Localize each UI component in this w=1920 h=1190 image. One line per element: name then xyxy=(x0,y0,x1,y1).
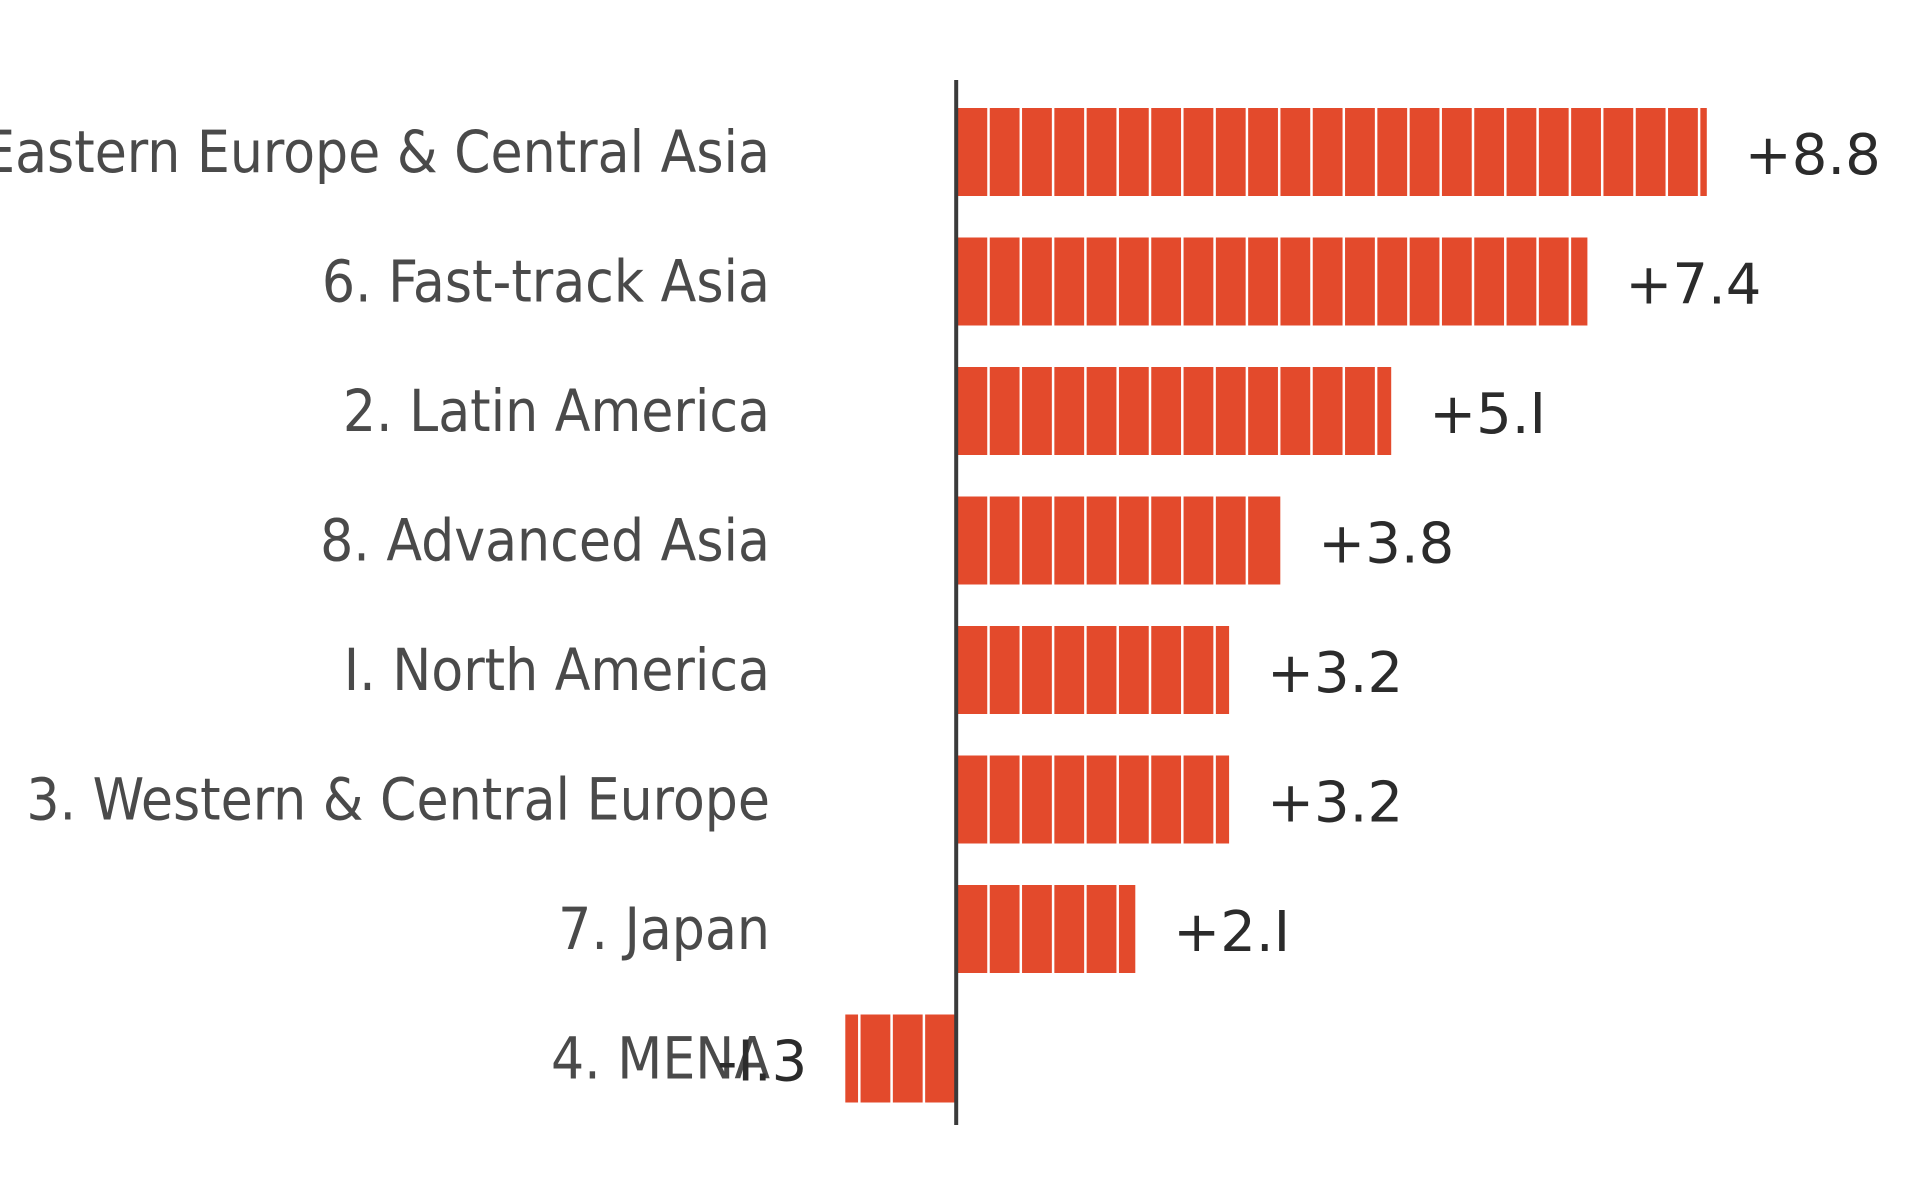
category-label: 8. Advanced Asia xyxy=(320,507,770,575)
category-label: 2. Latin America xyxy=(343,377,770,445)
category-label: 7. Japan xyxy=(558,895,770,963)
category-label: 3. Western & Central Europe xyxy=(26,766,770,834)
data-label: +2.I xyxy=(1173,900,1290,965)
data-label: +3.2 xyxy=(1267,641,1403,706)
bar-2 xyxy=(956,367,1392,455)
bar-segments-5 xyxy=(987,755,1216,844)
category-label: 5. Eastern Europe & Central Asia xyxy=(0,118,770,186)
data-label: +7.4 xyxy=(1625,253,1761,318)
bars-group xyxy=(845,108,1707,1103)
bar-segments-6 xyxy=(987,885,1119,973)
category-label: I. North America xyxy=(344,636,770,704)
bar-segments-3 xyxy=(987,496,1249,585)
bar-segments-1 xyxy=(987,237,1572,326)
bar-1 xyxy=(956,237,1588,326)
data-label: -I.3 xyxy=(717,1030,807,1095)
bar-7 xyxy=(845,1014,957,1103)
labels-group: 5. Eastern Europe & Central Asia +8.8 6. F… xyxy=(0,118,1881,1095)
bar-segments-2 xyxy=(987,367,1378,455)
bar-4 xyxy=(956,626,1230,714)
category-label: 4. MENA xyxy=(551,1025,770,1093)
bar-6 xyxy=(956,885,1136,973)
data-label: +3.8 xyxy=(1318,512,1454,577)
data-label: +8.8 xyxy=(1745,123,1881,188)
category-label: 6. Fast-track Asia xyxy=(322,248,770,316)
bar-segments-0 xyxy=(987,108,1701,196)
bar-segments-7 xyxy=(858,1014,926,1103)
bar-5 xyxy=(956,755,1230,844)
bar-segments-4 xyxy=(987,626,1216,714)
data-label: +5.I xyxy=(1429,382,1546,447)
bar-0 xyxy=(956,108,1707,196)
data-label: +3.2 xyxy=(1267,771,1403,836)
